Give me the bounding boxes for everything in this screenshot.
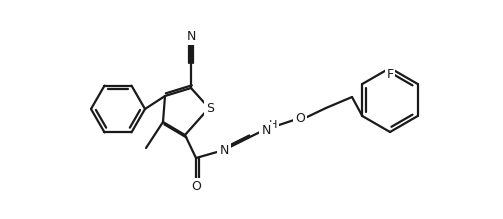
Text: N: N (219, 143, 229, 157)
Text: F: F (386, 67, 393, 81)
Text: O: O (191, 180, 201, 193)
Text: N: N (186, 30, 196, 44)
Text: H: H (269, 120, 277, 130)
Text: N: N (262, 124, 271, 136)
Text: S: S (206, 101, 214, 115)
Text: O: O (295, 111, 305, 124)
